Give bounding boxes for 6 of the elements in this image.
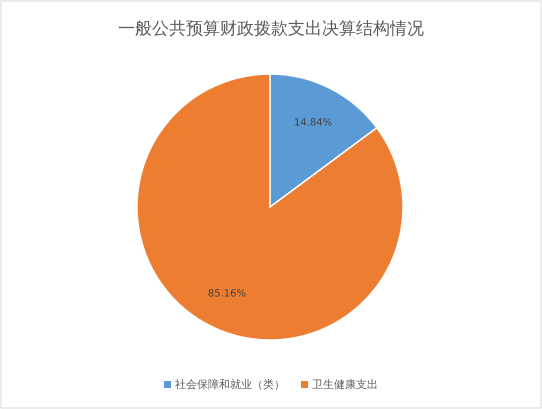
legend-label: 社会保障和就业（类） <box>175 378 285 391</box>
legend-label: 卫生健康支出 <box>312 378 378 391</box>
data-label: 14.84% <box>294 117 332 128</box>
pie-slice <box>136 73 404 341</box>
data-label: 85.16% <box>208 288 246 300</box>
chart-title: 一般公共预算财政拨款支出决算结构情况 <box>118 19 424 39</box>
